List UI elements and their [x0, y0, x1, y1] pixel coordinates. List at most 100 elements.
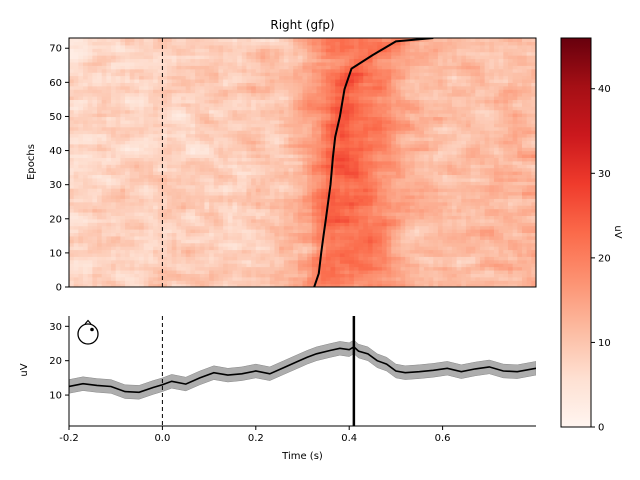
- heatmap-cell: [139, 191, 145, 196]
- heatmap-cell: [288, 174, 294, 179]
- heatmap-cell: [288, 201, 294, 206]
- heatmap-cell: [386, 280, 392, 285]
- heatmap-cell: [148, 153, 154, 158]
- heatmap-cell: [190, 116, 196, 121]
- heatmap-cell: [433, 184, 439, 189]
- heatmap-cell: [260, 266, 266, 271]
- heatmap-cell: [227, 215, 234, 220]
- heatmap-cell: [199, 123, 206, 128]
- heatmap-cell: [171, 194, 178, 199]
- heatmap-cell: [134, 150, 140, 155]
- heatmap-cell: [517, 164, 523, 169]
- heatmap-cell: [213, 167, 220, 172]
- heatmap-cell: [414, 143, 420, 148]
- heatmap-cell: [349, 191, 355, 196]
- heatmap-cell: [69, 256, 75, 261]
- heatmap-cell: [251, 242, 257, 247]
- heatmap-cell: [391, 143, 397, 148]
- heatmap-cell: [87, 198, 93, 203]
- heatmap-cell: [316, 283, 322, 287]
- heatmap-cell: [157, 157, 163, 162]
- heatmap-cell: [204, 215, 210, 220]
- heatmap-cell: [134, 263, 140, 268]
- heatmap-cell: [73, 276, 79, 281]
- heatmap-cell: [386, 222, 392, 227]
- heatmap-cell: [344, 229, 350, 234]
- heatmap-cell: [470, 191, 476, 196]
- heatmap-cell: [405, 157, 411, 162]
- heatmap-cell: [195, 143, 201, 148]
- heatmap-cell: [283, 160, 290, 165]
- heatmap-cell: [475, 198, 481, 203]
- heatmap-cell: [302, 259, 308, 264]
- heatmap-cell: [115, 249, 121, 254]
- heatmap-cell: [409, 229, 416, 234]
- heatmap-cell: [363, 256, 369, 261]
- heatmap-cell: [437, 208, 444, 213]
- heatmap-cell: [433, 266, 439, 271]
- heatmap-cell: [372, 283, 378, 287]
- heatmap-cell: [255, 184, 262, 189]
- heatmap-cell: [316, 164, 322, 169]
- heatmap-cell: [279, 130, 285, 135]
- heatmap-cell: [69, 222, 75, 227]
- heatmap-cell: [255, 143, 262, 148]
- heatmap-cell: [279, 150, 285, 155]
- heatmap-cell: [101, 116, 107, 121]
- heatmap-cell: [171, 171, 178, 176]
- heatmap-cell: [521, 140, 528, 145]
- heatmap-cell: [503, 235, 509, 240]
- heatmap-cell: [162, 181, 168, 186]
- heatmap-cell: [451, 239, 458, 244]
- heatmap-cell: [101, 280, 107, 285]
- heatmap-cell: [447, 174, 453, 179]
- heatmap-cell: [153, 181, 159, 186]
- heatmap-cell: [97, 215, 103, 220]
- heatmap-cell: [73, 160, 79, 165]
- heatmap-cell: [181, 256, 187, 261]
- heatmap-cell: [83, 130, 89, 135]
- heatmap-cell: [269, 208, 276, 213]
- heatmap-cell: [134, 133, 140, 138]
- heatmap-cell: [526, 194, 532, 199]
- heatmap-cell: [419, 232, 425, 237]
- heatmap-cell: [325, 246, 332, 251]
- heatmap-cell: [377, 205, 383, 210]
- heatmap-cell: [260, 181, 266, 186]
- heatmap-cell: [241, 133, 248, 138]
- heatmap-cell: [162, 259, 168, 264]
- heatmap-cell: [400, 215, 406, 220]
- heatmap-cell: [176, 167, 182, 172]
- heatmap-cell: [255, 269, 262, 274]
- heatmap-cell: [260, 218, 266, 223]
- heatmap-cell: [101, 198, 107, 203]
- heatmap-cell: [531, 171, 536, 176]
- heatmap-cell: [381, 242, 388, 247]
- heatmap-cell: [255, 126, 262, 131]
- heatmap-cell: [409, 136, 416, 141]
- heatmap-cell: [232, 177, 238, 182]
- heatmap-cell: [316, 201, 322, 206]
- heatmap-cell: [115, 218, 121, 223]
- heatmap-cell: [78, 143, 84, 148]
- heatmap-cell: [433, 201, 439, 206]
- heatmap-cell: [97, 276, 103, 281]
- heatmap-cell: [251, 205, 257, 210]
- heatmap-cell: [125, 119, 131, 124]
- heatmap-cell: [125, 205, 131, 210]
- heatmap-cell: [251, 273, 257, 278]
- heatmap-cell: [470, 177, 476, 182]
- heatmap-cell: [493, 269, 500, 274]
- heatmap-cell: [381, 136, 388, 141]
- heatmap-cell: [484, 116, 490, 121]
- heatmap-cell: [227, 269, 234, 274]
- heatmap-cell: [120, 276, 126, 281]
- heatmap-cell: [167, 235, 173, 240]
- heatmap-cell: [92, 174, 98, 179]
- heatmap-cell: [106, 188, 112, 193]
- heatmap-cell: [143, 126, 149, 131]
- heatmap-cell: [232, 280, 238, 285]
- heatmap-cell: [302, 198, 308, 203]
- heatmap-cell: [391, 157, 397, 162]
- heatmap-cell: [512, 225, 518, 230]
